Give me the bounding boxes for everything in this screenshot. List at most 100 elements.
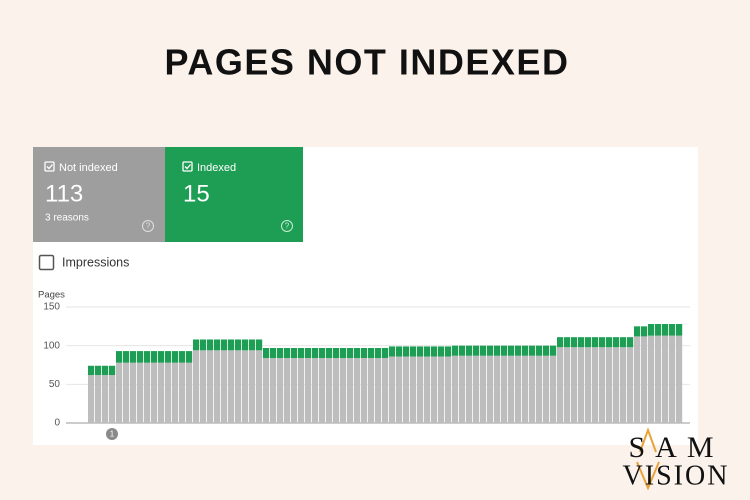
bar-segment xyxy=(151,351,158,363)
bar-segment xyxy=(536,345,543,356)
bar-segment xyxy=(613,347,620,423)
bar-segment xyxy=(557,337,564,348)
bar-segment xyxy=(137,351,144,363)
bar-segment xyxy=(641,336,648,423)
bar-segment xyxy=(529,355,536,423)
bar-segment xyxy=(249,350,256,423)
bar-segment xyxy=(158,362,165,423)
bar-segment xyxy=(459,355,466,423)
bar-segment xyxy=(95,375,102,423)
bar-segment xyxy=(186,362,193,423)
help-circle[interactable] xyxy=(142,220,154,232)
bar-segment xyxy=(466,355,473,423)
bar-segment xyxy=(466,345,473,356)
bar-segment xyxy=(480,355,487,423)
bar-segment xyxy=(389,346,396,357)
help-icon: ? xyxy=(146,222,151,231)
tile-note: 3 reasons xyxy=(45,213,89,224)
bar-segment xyxy=(606,337,613,348)
bar-segment xyxy=(396,346,403,357)
bar-segment xyxy=(340,347,347,359)
bar-segment xyxy=(508,345,515,356)
bar-segment xyxy=(655,324,662,336)
bar-segment xyxy=(319,347,326,359)
bar-segment xyxy=(305,347,312,359)
tile-label: Not indexed xyxy=(59,162,118,174)
bar-segment xyxy=(578,347,585,423)
bar-segment xyxy=(137,362,144,423)
bar-segment xyxy=(578,337,585,348)
bar-segment xyxy=(109,365,116,376)
bar-segment xyxy=(368,358,375,423)
bar-segment xyxy=(585,347,592,423)
bar-segment xyxy=(438,356,445,423)
bar-segment xyxy=(431,356,438,423)
bar-segment xyxy=(368,347,375,359)
bar-segment xyxy=(249,339,256,351)
bar-segment xyxy=(410,356,417,423)
bar-segment xyxy=(312,347,319,359)
bar-segment xyxy=(228,350,235,423)
bar-segment xyxy=(515,345,522,356)
bar-segment xyxy=(662,335,669,423)
bar-segment xyxy=(123,351,130,363)
annotation-marker[interactable] xyxy=(106,428,118,440)
bar-segment xyxy=(326,358,333,423)
bar-segment xyxy=(417,346,424,357)
y-tick-label: 100 xyxy=(43,340,60,351)
bar-segment xyxy=(263,347,270,359)
bar-segment xyxy=(515,355,522,423)
bar-segment xyxy=(634,336,641,423)
help-circle[interactable] xyxy=(281,220,293,232)
bar-segment xyxy=(158,351,165,363)
bar-segment xyxy=(109,375,116,423)
y-tick-label: 0 xyxy=(54,418,60,429)
bar-segment xyxy=(501,355,508,423)
bar-segment xyxy=(669,335,676,423)
bar-segment xyxy=(648,324,655,336)
bar-segment xyxy=(641,326,648,337)
bar-segment xyxy=(319,358,326,423)
bar-segment xyxy=(543,355,550,423)
impressions-checkbox[interactable] xyxy=(38,254,55,271)
bar-segment xyxy=(144,351,151,363)
bar-segment xyxy=(375,358,382,423)
bar-segment xyxy=(529,345,536,356)
bar-segment xyxy=(543,345,550,356)
indexed-tile[interactable] xyxy=(165,147,303,242)
bar-segment xyxy=(606,347,613,423)
bar-segment xyxy=(627,347,634,423)
bar-segment xyxy=(277,358,284,423)
bar-segment xyxy=(172,362,179,423)
bar-segment xyxy=(221,350,228,423)
bar-segment xyxy=(95,365,102,376)
bar-segment xyxy=(88,375,95,423)
bar-segment xyxy=(130,351,137,363)
help-icon: ? xyxy=(285,222,290,231)
page-title: PAGES NOT INDEXED xyxy=(165,42,570,83)
bar-segment xyxy=(585,337,592,348)
bar-segment xyxy=(235,339,242,351)
bar-segment xyxy=(277,347,284,359)
bar-segment xyxy=(193,339,200,351)
bar-segment xyxy=(256,350,263,423)
bar-segment xyxy=(375,347,382,359)
tile-label: Indexed xyxy=(197,162,236,174)
bar-segment xyxy=(522,345,529,356)
bar-segment xyxy=(333,347,340,359)
bar-segment xyxy=(480,345,487,356)
bar-segment xyxy=(410,346,417,357)
bar-segment xyxy=(361,358,368,423)
bar-segment xyxy=(102,365,109,376)
checkbox-label: Impressions xyxy=(62,255,129,269)
bar-segment xyxy=(382,347,389,359)
bar-segment xyxy=(291,358,298,423)
bar-segment xyxy=(536,355,543,423)
bar-segment xyxy=(620,337,627,348)
logo-accent xyxy=(636,427,660,491)
bar-segment xyxy=(200,350,207,423)
bar-segment xyxy=(459,345,466,356)
bar-segment xyxy=(193,350,200,423)
bar-segment xyxy=(235,350,242,423)
tile-checkboxes xyxy=(44,161,193,172)
